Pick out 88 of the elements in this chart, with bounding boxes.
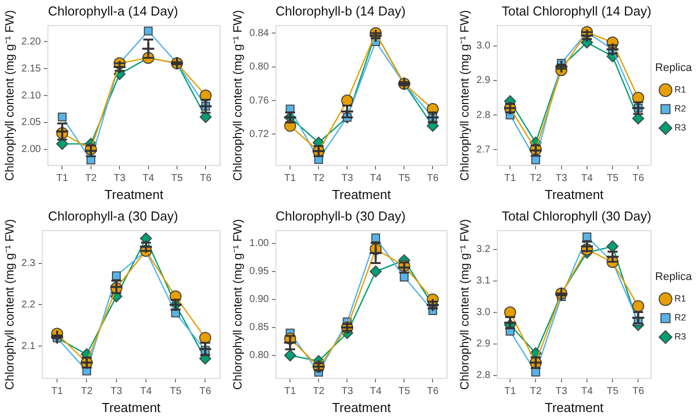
x-tick-label: T6 <box>426 173 440 184</box>
y-axis-title: Chlorophyll content (mg g⁻¹ FW) <box>230 219 245 390</box>
x-tick-label: T5 <box>398 386 410 398</box>
y-tick-label: 1.00 <box>249 238 270 250</box>
chart-title: Chlorophyll-b (14 Day) <box>275 3 406 18</box>
legend-label: R2 <box>674 104 686 114</box>
x-tick-label: T6 <box>632 386 644 398</box>
x-tick-label: T3 <box>341 386 354 398</box>
y-tick-label: 3.1 <box>476 276 491 287</box>
x-tick-label: T4 <box>140 386 152 398</box>
x-tick-label: T2 <box>530 386 542 398</box>
x-tick-label: T3 <box>556 173 568 184</box>
x-tick-label: T4 <box>581 386 594 398</box>
y-tick-label: 2.9 <box>476 338 491 350</box>
y-tick-label: 2.10 <box>21 90 42 102</box>
y-axis-title: Chlorophyll content (mg g⁻¹ FW) <box>458 10 472 181</box>
y-tick-label: 3.0 <box>476 40 491 52</box>
y-tick-label: 2.20 <box>21 36 42 48</box>
y-tick-label: 2.8 <box>476 110 491 121</box>
x-axis-title: Treatment <box>332 186 392 202</box>
x-tick-label: T1 <box>51 386 64 398</box>
chart-title: Total Chlorophyll (14 Day) <box>502 3 652 18</box>
x-axis-title: Treatment <box>544 186 604 202</box>
x-tick-label: T4 <box>370 173 382 184</box>
y-axis-title: Chlorophyll content (mg g⁻¹ FW) <box>2 10 17 181</box>
x-tick-label: T1 <box>504 386 516 398</box>
legend-label: R2 <box>674 312 686 323</box>
x-tick-label: T2 <box>85 173 98 184</box>
y-tick-label: 2.1 <box>21 340 36 352</box>
y-tick-label: 2.15 <box>21 63 42 74</box>
y-tick-label: 0.72 <box>249 128 270 140</box>
legend-label: R3 <box>674 122 686 133</box>
legend-label: R1 <box>674 294 686 304</box>
y-axis-title: Chlorophyll content (mg g⁻¹ FW) <box>230 10 245 181</box>
x-tick-label: T2 <box>530 173 542 184</box>
x-tick-label: T5 <box>606 173 619 184</box>
legend-title: Replica <box>655 270 693 283</box>
x-tick-label: T1 <box>284 386 296 398</box>
y-tick-label: 0.80 <box>249 62 270 73</box>
y-tick-label: 0.90 <box>249 294 270 306</box>
x-tick-label: T2 <box>80 386 93 398</box>
x-tick-label: T1 <box>284 173 296 184</box>
legend-label: R1 <box>674 84 686 95</box>
y-tick-label: 0.95 <box>249 266 270 278</box>
y-tick-label: 2.2 <box>21 299 36 310</box>
x-tick-label: T4 <box>370 386 382 398</box>
x-tick-label: T6 <box>200 173 212 184</box>
y-tick-label: 2.9 <box>476 75 491 86</box>
y-tick-label: 0.85 <box>249 322 270 334</box>
chart-title: Total Chlorophyll (30 Day) <box>502 208 652 224</box>
x-tick-label: T5 <box>398 173 410 184</box>
legend-label: R3 <box>674 332 686 342</box>
y-axis-title: Chlorophyll content (mg g⁻¹ FW) <box>458 219 472 390</box>
chart-title: Chlorophyll-a (14 Day) <box>48 3 178 18</box>
y-tick-label: 2.8 <box>476 370 491 382</box>
y-tick-label: 3.2 <box>476 244 491 256</box>
x-axis-title: Treatment <box>332 400 392 415</box>
x-tick-label: T2 <box>312 386 325 398</box>
x-axis-title: Treatment <box>102 400 161 415</box>
x-tick-label: T4 <box>581 173 594 184</box>
x-tick-label: T5 <box>171 173 184 184</box>
legend-title: Replica <box>655 62 693 74</box>
x-axis-title: Treatment <box>104 186 164 202</box>
x-tick-label: T5 <box>606 386 619 398</box>
y-tick-label: 0.84 <box>249 28 270 39</box>
y-tick-label: 2.00 <box>21 144 42 156</box>
x-tick-label: T6 <box>426 386 440 398</box>
y-tick-label: 2.3 <box>21 258 36 270</box>
x-tick-label: T3 <box>341 173 354 184</box>
y-tick-label: 2.7 <box>476 144 491 156</box>
x-tick-label: T5 <box>170 386 182 398</box>
y-axis-title: Chlorophyll content (mg g⁻¹ FW) <box>2 219 17 390</box>
x-axis-title: Treatment <box>544 400 604 415</box>
x-tick-label: T3 <box>110 386 123 398</box>
x-tick-label: T1 <box>56 173 68 184</box>
y-tick-label: 3.0 <box>476 307 491 318</box>
x-tick-label: T2 <box>312 173 325 184</box>
chart-title: Chlorophyll-b (30 Day) <box>275 208 406 224</box>
y-tick-label: 0.76 <box>249 95 270 106</box>
x-tick-label: T6 <box>632 173 644 184</box>
y-tick-label: 0.80 <box>249 350 270 362</box>
x-tick-label: T3 <box>114 173 126 184</box>
x-tick-label: T4 <box>142 173 155 184</box>
x-tick-label: T3 <box>556 386 568 398</box>
y-tick-label: 2.05 <box>21 117 42 128</box>
x-tick-label: T6 <box>199 386 212 398</box>
x-tick-label: T1 <box>504 173 516 184</box>
chart-title: Chlorophyll-a (30 Day) <box>48 208 178 224</box>
